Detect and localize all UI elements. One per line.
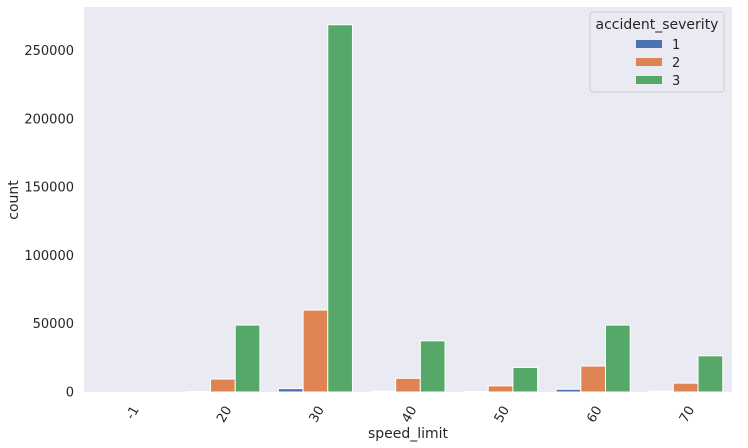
x-tick-label: 70 bbox=[677, 404, 698, 426]
y-tick-label: 150000 bbox=[24, 181, 74, 196]
bar-severity-1-speed-50 bbox=[463, 390, 489, 393]
bar-severity-3-speed-40 bbox=[419, 340, 446, 393]
x-tick-label: 20 bbox=[214, 404, 235, 426]
bar-severity-2-speed-50 bbox=[487, 385, 514, 393]
bar-severity-3-speed-50 bbox=[512, 366, 539, 393]
legend: accident_severity 1 2 3 bbox=[589, 11, 725, 93]
bar-severity-3-speed-60 bbox=[604, 324, 631, 393]
legend-entry-1: 1 bbox=[672, 38, 680, 53]
y-tick-label: 0 bbox=[66, 386, 74, 401]
bar-severity-1-speed-70 bbox=[648, 390, 674, 393]
y-tick-label: 250000 bbox=[24, 44, 74, 59]
legend-title: accident_severity bbox=[596, 17, 719, 33]
y-axis-ticks: 0 50000 100000 150000 200000 250000 bbox=[24, 44, 74, 400]
x-axis-label: speed_limit bbox=[368, 426, 449, 442]
bar-severity-3-speed-70 bbox=[697, 355, 724, 393]
legend-swatch-1 bbox=[636, 40, 662, 48]
x-tick-label: 40 bbox=[399, 404, 420, 426]
bars-layer bbox=[185, 24, 724, 393]
bar-severity-2-speed-30 bbox=[302, 309, 329, 393]
bar-severity-2-speed-20 bbox=[210, 378, 236, 393]
bar-severity-3-speed-20 bbox=[234, 324, 261, 393]
y-tick-label: 200000 bbox=[24, 112, 74, 127]
legend-swatch-2 bbox=[636, 58, 662, 66]
bar-severity-2-speed-40 bbox=[395, 377, 421, 393]
x-tick-label: 30 bbox=[307, 404, 328, 426]
legend-box bbox=[589, 11, 725, 93]
y-tick-label: 100000 bbox=[24, 249, 74, 264]
x-axis-ticks: -1 20 30 40 50 60 70 bbox=[123, 404, 698, 426]
x-tick-label: 50 bbox=[492, 404, 513, 426]
y-axis-label: count bbox=[6, 180, 22, 220]
bar-severity-2-speed-60 bbox=[580, 365, 606, 393]
legend-swatch-3 bbox=[636, 76, 662, 84]
x-tick-label: 60 bbox=[584, 404, 605, 426]
legend-entry-2: 2 bbox=[672, 56, 680, 71]
y-tick-label: 50000 bbox=[33, 317, 74, 332]
bar-severity-1-speed-40 bbox=[370, 390, 397, 393]
bar-severity-1-speed-30 bbox=[277, 388, 304, 393]
bar-severity-2-speed-70 bbox=[672, 382, 699, 393]
legend-entry-3: 3 bbox=[672, 74, 680, 89]
bar-severity-3-speed-30 bbox=[327, 24, 353, 393]
x-tick-label: -1 bbox=[123, 404, 142, 423]
bar-severity-1-speed-60 bbox=[555, 388, 582, 393]
